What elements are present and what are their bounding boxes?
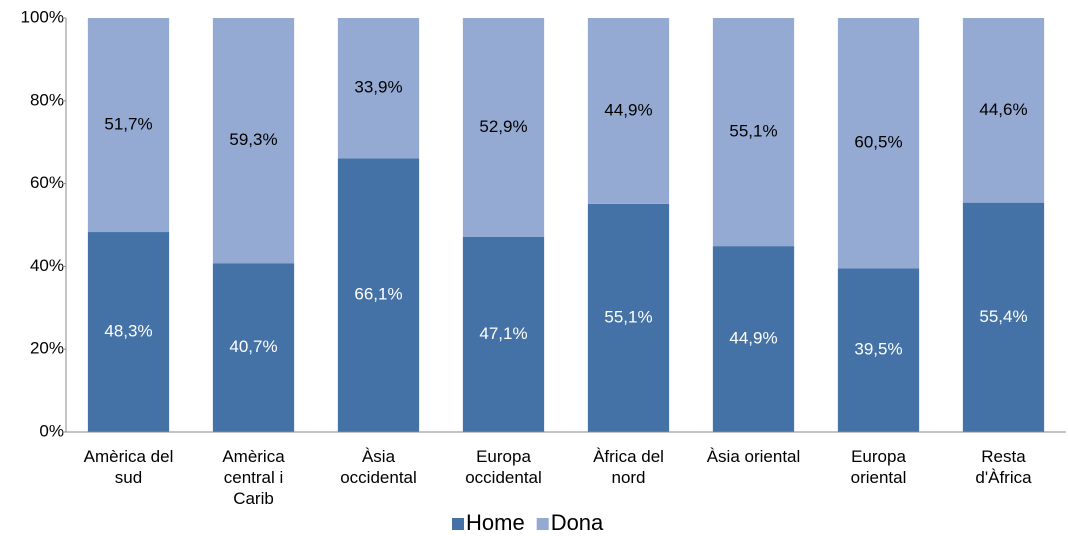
bar-segment [337, 158, 420, 432]
x-tick-label: Europa occidental [465, 447, 542, 487]
legend-label: Home [466, 510, 525, 535]
y-tick-label: 80% [30, 90, 64, 109]
value-label: 44,9% [729, 329, 777, 348]
bar-segment [87, 232, 170, 432]
value-label: 59,3% [229, 130, 277, 149]
x-tick-label: Àsia oriental [706, 447, 801, 466]
bar-segment [462, 237, 545, 432]
value-label: 51,7% [104, 115, 152, 134]
y-tick-label: 20% [30, 339, 64, 358]
x-tick-label: Àsia occidental [340, 447, 417, 487]
bar-segment [962, 202, 1045, 432]
value-label: 44,9% [604, 100, 652, 119]
x-tick-label: Amèrica del sud [83, 447, 174, 487]
value-label: 60,5% [854, 133, 902, 152]
x-tick-label: Resta d'Àfrica [975, 447, 1032, 487]
bar-segment [212, 263, 295, 432]
value-label: 44,6% [979, 100, 1027, 119]
bar-segment [837, 18, 920, 269]
bar-segment [712, 18, 795, 247]
bar-segment [962, 18, 1045, 203]
value-label: 40,7% [229, 337, 277, 356]
legend-swatch [452, 518, 464, 530]
bar-segment [587, 18, 670, 204]
value-label: 55,1% [729, 122, 777, 141]
value-label: 39,5% [854, 340, 902, 359]
x-tick-label: Europa oriental [850, 447, 907, 487]
bar-segment [712, 246, 795, 432]
x-tick-label: Àfrica del nord [593, 447, 664, 487]
bar-segment [212, 18, 295, 264]
value-label: 66,1% [354, 285, 402, 304]
y-tick-label: 0% [39, 421, 64, 440]
bar-segment [87, 18, 170, 233]
value-label: 47,1% [479, 324, 527, 343]
value-label: 33,9% [354, 78, 402, 97]
legend-swatch [536, 518, 549, 530]
bar-segment [587, 203, 670, 432]
y-tick-label: 100% [21, 7, 64, 26]
bar-segment [462, 18, 545, 238]
value-label: 48,3% [104, 322, 152, 341]
value-label: 55,1% [604, 307, 652, 326]
value-label: 55,4% [979, 307, 1027, 326]
value-label: 52,9% [479, 117, 527, 136]
x-tick-label: Amèrica central i Carib [222, 447, 285, 508]
y-tick-label: 60% [30, 173, 64, 192]
legend-label: Dona [551, 510, 604, 535]
bar-segment [337, 18, 420, 159]
y-tick-label: 40% [30, 256, 64, 275]
bar-segment [837, 268, 920, 432]
